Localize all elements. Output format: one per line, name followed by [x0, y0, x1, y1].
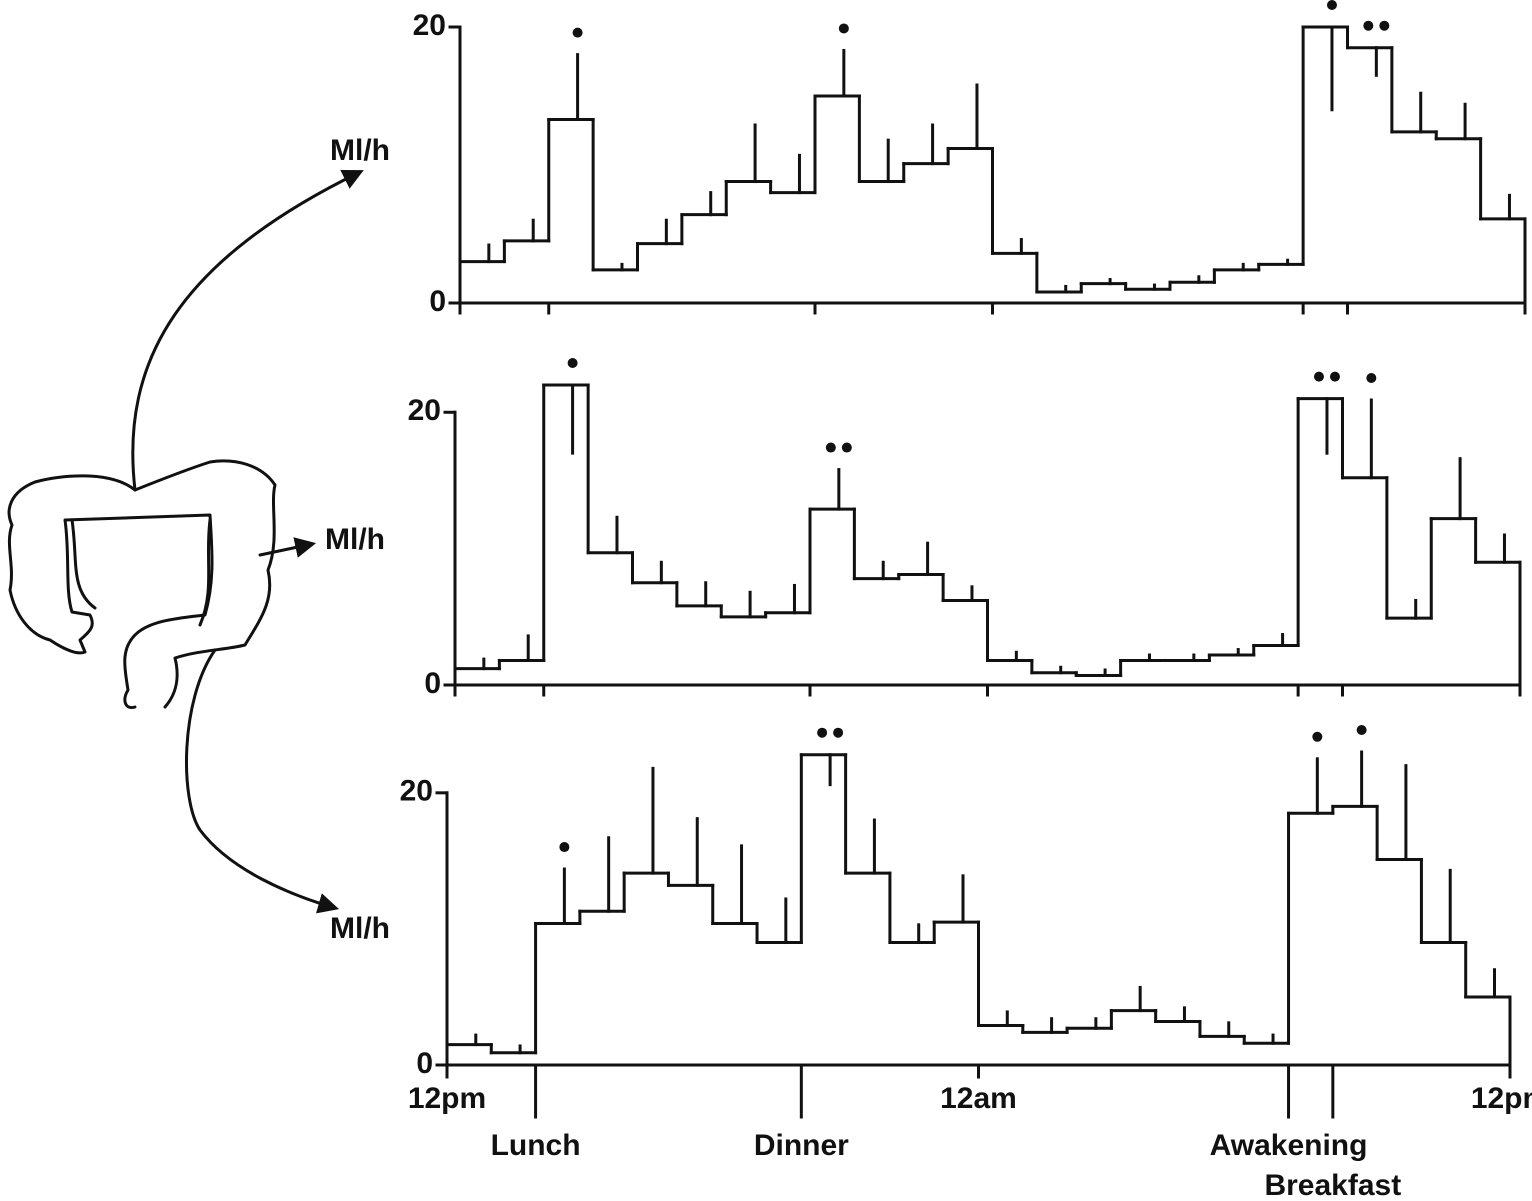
- y-tick-label: 0: [424, 667, 441, 700]
- significance-dot: [1313, 371, 1324, 382]
- y-axis-label: Ml/h: [330, 912, 390, 945]
- significance-dot: [841, 442, 852, 453]
- y-tick-label: 20: [413, 9, 446, 42]
- significance-dot: [559, 842, 570, 853]
- significance-dot: [825, 442, 836, 453]
- event-label: Lunch: [491, 1129, 581, 1162]
- significance-dot: [1326, 0, 1337, 10]
- significance-dot: [817, 727, 828, 738]
- y-tick-label: 0: [429, 285, 446, 318]
- significance-dot: [572, 27, 583, 38]
- event-label: Breakfast: [1264, 1169, 1401, 1201]
- significance-dot: [1356, 725, 1367, 735]
- y-tick-label: 0: [416, 1047, 433, 1080]
- y-tick-label: 20: [408, 394, 441, 427]
- significance-dot: [1312, 731, 1323, 742]
- x-tick-label: 12am: [940, 1082, 1017, 1115]
- arrow: [185, 648, 340, 914]
- colon-outline: [7, 459, 277, 710]
- arrow: [131, 169, 364, 492]
- x-tick-label: 12pm: [408, 1082, 486, 1115]
- significance-dot: [1366, 373, 1377, 383]
- y-axis-label: Ml/h: [330, 134, 390, 167]
- colon-inner: [70, 518, 212, 627]
- significance-dot: [838, 23, 849, 34]
- x-tick-label: 12pm: [1471, 1082, 1532, 1115]
- y-axis-label: Ml/h: [325, 523, 385, 556]
- event-label: Awakening: [1210, 1129, 1368, 1162]
- arrow: [258, 537, 317, 558]
- significance-dot: [1363, 20, 1374, 31]
- significance-dot: [1379, 20, 1390, 31]
- significance-dot: [1329, 371, 1340, 382]
- significance-dot: [567, 358, 578, 368]
- significance-dot: [833, 727, 844, 738]
- colon-diagram: [7, 169, 364, 914]
- y-tick-label: 20: [400, 775, 433, 808]
- event-label: Dinner: [754, 1129, 849, 1162]
